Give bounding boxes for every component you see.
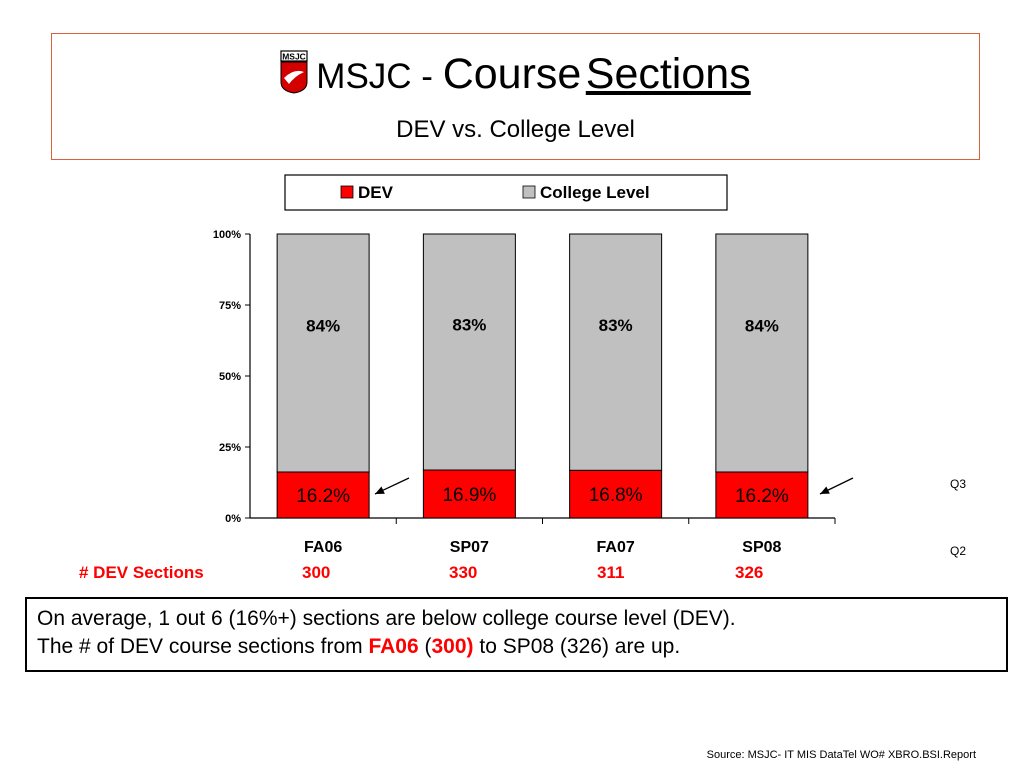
legend-box — [284, 174, 728, 211]
q2-label: Q2 — [950, 544, 967, 558]
dev-sections-label: # DEV Sections — [79, 563, 204, 582]
msjc-logo: MSJC — [280, 50, 308, 94]
legend-swatch-1 — [522, 185, 536, 199]
y-tick-label: 25% — [219, 442, 241, 454]
arrow-right-head — [820, 486, 830, 494]
bar-college-fa06 — [276, 233, 370, 473]
dev-sections-fa06: 300 — [302, 563, 331, 582]
x-tick-label-sp07: SP07 — [450, 539, 489, 556]
data-label-college-sp08: 84% — [745, 316, 779, 335]
q3-label: Q3 — [950, 477, 967, 491]
x-tick-label-fa06: FA06 — [304, 539, 342, 556]
legend-label-0: DEV — [358, 183, 394, 202]
bar-dev-fa06 — [276, 471, 370, 519]
legend-swatch-0 — [340, 185, 354, 199]
y-tick-label: 75% — [219, 300, 241, 312]
note-line-1: On average, 1 out 6 (16%+) sections are … — [37, 607, 736, 630]
source-note: Source: MSJC- IT MIS DataTel WO# XBRO.BS… — [706, 749, 976, 761]
x-tick-label-fa07: FA07 — [597, 539, 635, 556]
note-line-2: The # of DEV course sections from FA06 (… — [37, 633, 996, 661]
note-fa06: FA06 — [368, 635, 419, 658]
note-300: 300) — [431, 635, 474, 658]
data-label-dev-sp08: 16.2% — [735, 486, 789, 507]
title-prefix: MSJC - — [316, 57, 443, 96]
data-label-dev-fa06: 16.2% — [296, 486, 350, 507]
bar-college-sp07 — [422, 233, 516, 471]
data-label-dev-fa07: 16.8% — [589, 485, 643, 506]
title-line: MSJC MSJC - Course Sections — [52, 50, 979, 99]
dev-sections-sp07: 330 — [449, 563, 478, 582]
note-line-2-c: ( — [418, 635, 432, 658]
data-label-college-fa07: 83% — [599, 316, 633, 335]
bar-dev-sp08 — [715, 471, 809, 519]
y-tick-label: 100% — [213, 229, 241, 241]
bar-dev-sp07 — [422, 469, 516, 519]
bar-college-fa07 — [569, 233, 663, 471]
dev-sections-sp08: 326 — [735, 563, 764, 582]
title-box: MSJC MSJC - Course Sections DEV vs. Coll… — [51, 33, 980, 160]
title-word-sections: Sections — [585, 50, 751, 98]
subtitle: DEV vs. College Level — [396, 116, 635, 143]
y-tick-label: 50% — [219, 371, 241, 383]
arrow-left-head — [375, 486, 385, 494]
data-label-college-sp07: 83% — [452, 316, 486, 335]
note-line-2-a: The # of DEV course sections from — [37, 635, 369, 658]
svg-text:MSJC: MSJC — [282, 52, 306, 62]
x-tick-label-sp08: SP08 — [742, 539, 781, 556]
bar-college-sp08 — [715, 233, 809, 473]
legend-label-1: College Level — [540, 183, 650, 202]
note-line-2-e: to SP08 (326) are up. — [473, 635, 681, 658]
bar-dev-fa07 — [569, 469, 663, 519]
summary-note: On average, 1 out 6 (16%+) sections are … — [25, 597, 1008, 672]
dev-sections-fa07: 311 — [597, 563, 625, 582]
data-label-college-fa06: 84% — [306, 316, 340, 335]
data-label-dev-sp07: 16.9% — [442, 485, 496, 506]
y-tick-label: 0% — [225, 513, 241, 525]
title-word-course: Course — [442, 50, 582, 98]
